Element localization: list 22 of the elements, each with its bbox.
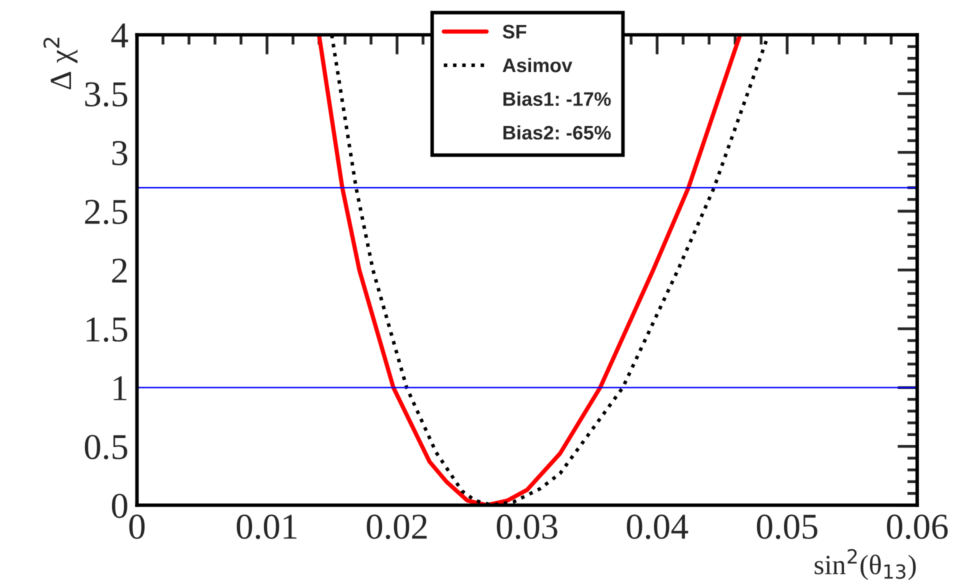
- x-tick-label: 0: [129, 514, 145, 539]
- legend-label: SF: [502, 24, 526, 39]
- y-tick-label: 2: [112, 258, 127, 283]
- y-tick-label: 3: [112, 141, 128, 166]
- y-tick-label: 3.5: [85, 82, 128, 107]
- x-tick-label: 0.02: [366, 514, 427, 540]
- x-tick-label: 0.03: [496, 514, 558, 540]
- y-tick-label: 4: [111, 24, 128, 48]
- annotation: Bias2: -65%: [503, 125, 611, 140]
- y-tick-label: 2.5: [85, 200, 128, 224]
- x-axis-title: sin$^{2}$(θ$_{13}$): [814, 549, 916, 580]
- y-tick-label: 1: [114, 376, 126, 400]
- y-axis-title: Δ χ$^{2}$: [43, 38, 78, 90]
- legend-label: Asimov: [502, 58, 572, 72]
- y-tick-label: 1.5: [86, 317, 128, 342]
- y-tick-label: 0: [112, 494, 128, 518]
- x-tick-label: 0.04: [626, 514, 688, 540]
- y-tick-label: 0.5: [84, 434, 128, 460]
- x-tick-label: 0.06: [886, 514, 948, 540]
- x-tick-label: 0.01: [236, 514, 296, 540]
- x-tick-label: 0.05: [756, 514, 818, 540]
- annotation: Bias1: -17%: [503, 92, 611, 106]
